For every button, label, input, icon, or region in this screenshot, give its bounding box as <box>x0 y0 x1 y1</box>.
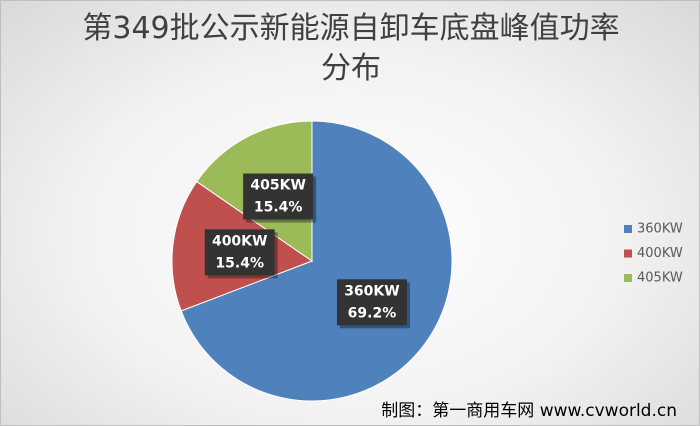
legend-label: 400KW <box>637 246 683 261</box>
legend-swatch <box>624 225 632 233</box>
legend-swatch <box>624 249 632 258</box>
legend-label: 360KW <box>637 222 683 237</box>
label-box <box>204 229 275 276</box>
source-note: 制图：第一商用车网 www.cvworld.cn <box>381 401 677 421</box>
label-box <box>243 173 314 220</box>
slice-label-name: 405KW <box>250 178 306 194</box>
slice-label-value: 15.4% <box>215 255 264 271</box>
slice-label-name: 400KW <box>212 233 268 249</box>
slice-label-name: 360KW <box>344 283 400 299</box>
chart-title: 第349批公示新能源自卸车底盘峰值功率分布 <box>82 11 620 86</box>
legend-label: 405KW <box>637 271 683 286</box>
label-box <box>336 279 407 326</box>
slice-label-value: 15.4% <box>254 200 303 216</box>
pie-slice <box>180 120 453 402</box>
legend-swatch <box>624 274 632 282</box>
slice-label-value: 69.2% <box>348 305 397 321</box>
